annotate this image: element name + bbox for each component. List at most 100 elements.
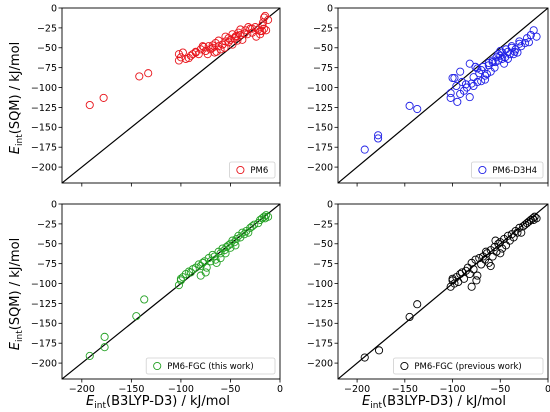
data-point	[246, 24, 255, 33]
data-point	[85, 351, 94, 360]
data-point	[218, 40, 227, 49]
y-tick-label: 0	[327, 3, 333, 14]
data-point	[488, 58, 497, 67]
scatter-points	[85, 11, 273, 110]
plot-frame	[61, 7, 281, 184]
x-tick-label: −50	[220, 384, 240, 395]
diagonal-line	[338, 204, 548, 379]
y-tick-label: −50	[313, 239, 333, 250]
y-axis-label-top: Eint(SQM) / kJ/mol	[8, 42, 25, 154]
data-point	[467, 282, 476, 291]
y-tick-label: −200	[307, 162, 333, 173]
data-point	[198, 42, 207, 51]
y-tick-label: −175	[31, 143, 57, 154]
data-point	[226, 243, 235, 252]
data-point	[473, 64, 482, 73]
x-axis-label-right: Eint(B3LYP-D3) / kJ/mol	[362, 394, 506, 411]
legend-label: PM6-D3H4	[492, 166, 537, 176]
legend-marker	[400, 361, 409, 371]
data-point	[488, 252, 497, 261]
data-point	[465, 93, 474, 102]
data-point	[374, 346, 384, 355]
y-tick-label: −175	[31, 339, 57, 350]
x-tick-label: −200	[344, 384, 370, 395]
legend-box	[392, 357, 544, 375]
data-point	[140, 295, 149, 304]
data-point	[248, 24, 257, 33]
data-point	[461, 80, 470, 89]
y-tick-label: −125	[307, 103, 333, 114]
data-point	[521, 38, 530, 48]
y-tick-label: −150	[31, 123, 57, 134]
data-point	[503, 231, 512, 240]
data-point	[450, 73, 459, 83]
data-point	[240, 29, 249, 38]
scatter-points	[360, 26, 541, 154]
data-point	[491, 236, 500, 245]
data-point	[510, 47, 519, 56]
x-tick-label: −50	[490, 384, 510, 395]
data-point	[480, 75, 490, 84]
y-tick-label: −75	[313, 259, 333, 270]
y-tick-label: −50	[37, 43, 57, 54]
data-point	[360, 145, 369, 154]
data-point	[262, 26, 271, 35]
data-point	[405, 312, 414, 322]
data-point	[260, 212, 269, 221]
data-point	[201, 268, 210, 277]
panel-pm6-d3h4: 0 −25 −50 −75 −100 −125 −150 −175 −200 PM6-D3H4	[307, 3, 549, 187]
diagonal-line	[62, 8, 280, 183]
legend-marker	[153, 361, 162, 371]
legend-label: PM6-FGC (previous work)	[414, 362, 521, 372]
data-point	[191, 47, 200, 56]
y-tick-label: −150	[31, 319, 57, 330]
y-tick-label: −200	[31, 358, 57, 369]
plot-frame	[337, 203, 549, 380]
x-tick-label: −100	[439, 384, 465, 395]
data-point	[228, 236, 237, 245]
data-point	[491, 58, 500, 67]
legend-marker	[478, 165, 487, 175]
data-point	[477, 66, 486, 75]
data-point	[258, 27, 267, 36]
y-tick-label: −175	[307, 339, 333, 350]
data-point	[135, 72, 144, 81]
data-point	[244, 228, 253, 237]
data-point	[456, 67, 465, 76]
y-tick-label: −100	[307, 83, 333, 94]
legend-marker	[236, 165, 245, 175]
y-tick-label: 0	[327, 199, 333, 210]
data-point	[250, 220, 259, 229]
y-tick-label: −150	[307, 123, 333, 134]
data-point	[477, 260, 486, 269]
data-point	[532, 214, 541, 223]
y-tick-label: −200	[307, 358, 333, 369]
data-point	[465, 59, 474, 68]
data-point	[374, 131, 383, 140]
y-tick-label: 0	[51, 199, 57, 210]
data-point	[212, 258, 221, 267]
data-point	[446, 93, 455, 102]
scatter-points	[360, 212, 541, 362]
panel-pm6: 0 −25 −50 −75 −100 −125 −150 −175 −200 PM6	[31, 3, 281, 187]
x-tick-label: 0	[277, 384, 283, 395]
data-point	[530, 212, 539, 221]
data-point	[528, 214, 537, 223]
y-tick-label: −125	[31, 103, 57, 114]
y-tick-label: −25	[37, 23, 57, 34]
data-point	[238, 228, 247, 237]
data-point	[216, 45, 225, 54]
data-point	[181, 269, 190, 279]
data-point	[446, 89, 455, 98]
data-point	[228, 30, 237, 39]
y-tick-label: −50	[37, 239, 57, 250]
data-point	[453, 97, 462, 106]
data-point	[360, 353, 369, 362]
data-point	[256, 27, 265, 36]
legend: PM6-FGC (this work)	[145, 357, 276, 375]
data-point	[469, 265, 478, 274]
data-point	[264, 212, 273, 221]
data-point	[477, 77, 486, 86]
data-point	[99, 93, 108, 102]
data-point	[471, 255, 480, 264]
